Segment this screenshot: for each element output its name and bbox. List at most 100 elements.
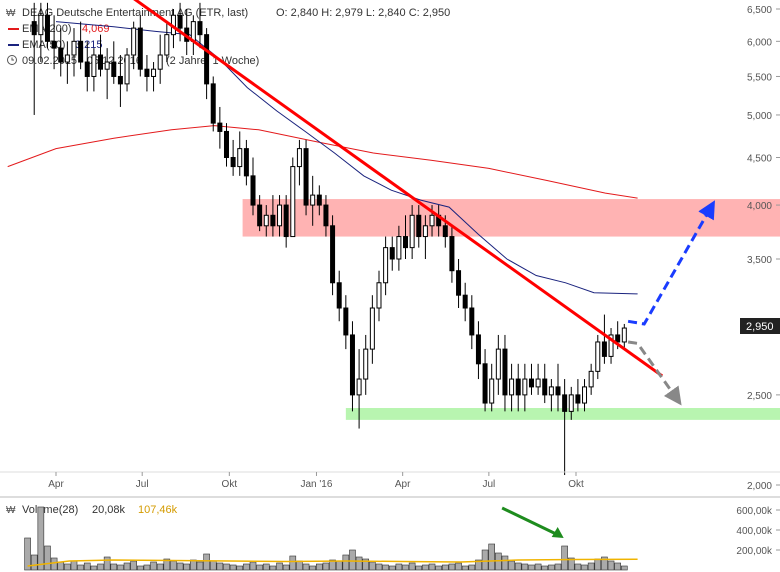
candle-body [277,204,283,227]
volume-bar [163,558,171,571]
candle-body [349,334,355,396]
volume-bar [203,553,210,571]
time-tick-label: Okt [222,479,238,490]
candle-body [336,282,342,309]
price-tick-label: 6,000 [747,37,772,48]
volume-bar [296,560,303,571]
volume-axis: 600,00k 400,00k 200,00k [736,506,780,557]
volume-bar [30,554,38,571]
candle-body [469,307,475,336]
volume-bar [428,563,436,571]
candle-body [204,34,210,85]
volume-bar [355,556,363,571]
candle-body [104,61,110,70]
candle-body [237,148,243,168]
volume-tick-label: 200,00k [736,546,773,557]
volume-bar [528,564,535,571]
candle-body [58,47,64,63]
volume-bar [362,558,370,571]
volume-bar [236,565,244,571]
candle-body [403,236,409,249]
time-tick-label: Jul [482,479,495,490]
volume-bar [422,564,429,571]
volume-bar [309,565,316,571]
candle-body [151,68,157,77]
volume-bar [607,560,615,571]
volume-bar [488,543,496,571]
volume-bar [388,565,396,571]
volume-bar [534,563,542,571]
volume-bar [176,562,184,571]
volume-bar [77,564,84,571]
candle-body [582,386,588,404]
candle-body [449,236,455,272]
candle-body [555,386,561,396]
candle-body [263,214,269,227]
volume-bar [170,560,177,571]
candle-body [528,378,534,388]
time-tick-label: Okt [568,479,584,490]
volume-bar [448,563,456,571]
ema-layer [7,21,638,295]
volume-ma-line [27,558,638,567]
volume-bar [382,564,389,571]
volume-bar [256,564,263,571]
candle-body [376,282,382,309]
volume-bar [103,556,111,571]
volume-bar [276,562,283,571]
candle-body [31,21,37,36]
candle-body [595,341,601,372]
candle-body [548,386,554,396]
candle-body [615,334,621,343]
candle-body [495,348,501,380]
volume-bar [501,555,509,571]
candle-body [38,14,44,36]
volume-bar [143,564,151,571]
volume-bar [329,559,336,571]
volume-bar [508,560,515,571]
volume-bar [83,562,91,571]
volume-bar [64,563,71,571]
candle-body [369,307,375,350]
candle-body [290,166,296,238]
candle-body [475,334,481,365]
volume-bar [567,557,575,571]
candle-body [522,378,528,396]
last-price-value: 2,950 [746,321,774,333]
volume-bar [402,564,409,571]
candle-body [217,122,223,132]
volume-bar [554,563,562,571]
volume-bar [621,565,628,571]
candle-body [575,394,581,404]
candle-body [137,27,143,70]
green-arrow [501,506,557,536]
volume-bar [395,563,403,571]
volume-bar [156,563,164,571]
candle-body [588,370,594,388]
price-tick-label: 3,500 [747,255,772,266]
chart-title: DEAG Deutsche Entertainment AG (ETR, las… [22,7,248,19]
volume-bar [435,565,442,571]
candle-body [131,27,137,56]
date-range-note: (2 Jahre, 1 Woche) [166,55,259,67]
candle-body [210,83,216,124]
candle-body [303,148,309,206]
candle-body [535,378,541,388]
volume-bar [110,563,118,571]
volume-header: ₩ Volume(28) 20,08k 107,46k [6,504,178,516]
volume-bar [587,562,595,571]
volume-bar [441,564,449,571]
volume-bar [468,564,476,571]
candle-body [608,334,614,357]
volume-bar [90,565,98,571]
volume-bar [574,563,582,571]
candle-body [78,40,84,63]
volume-bar [316,563,323,571]
volume-bar [322,562,330,571]
time-axis: Apr Jul Okt Jan '16 Apr Jul Okt [0,471,780,490]
candle-body [515,378,521,396]
candle-body [462,294,468,309]
volume-bar [521,563,529,571]
volume-bar [150,561,157,571]
volume-bar [130,560,137,571]
